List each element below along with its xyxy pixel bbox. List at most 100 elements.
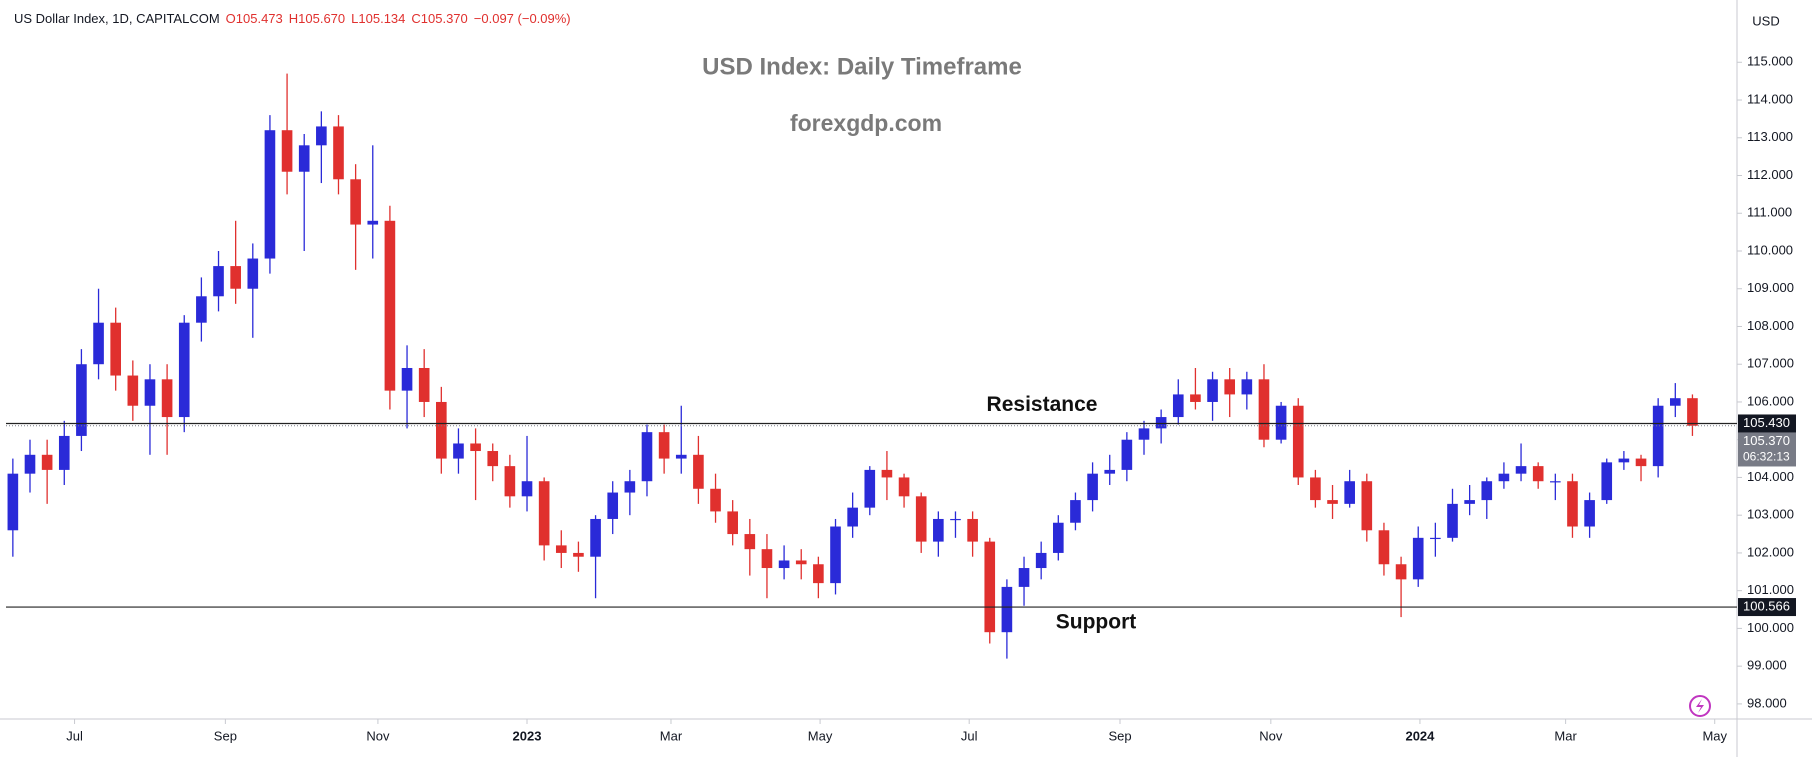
candle-body	[281, 130, 293, 172]
x-tick-label: Jul	[961, 728, 978, 743]
close: C105.370	[411, 11, 467, 26]
candle-body	[1412, 537, 1424, 580]
candle-body	[1584, 500, 1595, 527]
open: O105.473	[226, 11, 283, 26]
candle-body	[41, 454, 53, 470]
y-tick-label: 100.000	[1747, 620, 1794, 635]
candle-body	[607, 492, 619, 519]
candle-body	[1292, 405, 1304, 478]
candle-body	[967, 518, 978, 542]
header: US Dollar Index, 1D, CAPITALCOM O105.473 H…	[14, 11, 571, 26]
candle-body	[93, 322, 104, 365]
candle-body	[7, 473, 19, 531]
candle-body	[1395, 564, 1407, 580]
y-tick-label: 99.000	[1747, 658, 1787, 673]
chart-subtitle: forexgdp.com	[790, 110, 942, 136]
level-tag-label: 105.430	[1743, 415, 1790, 430]
candle-body	[418, 367, 430, 402]
candle-body	[521, 481, 533, 497]
level-tag	[1738, 414, 1796, 433]
candle-body	[984, 541, 996, 633]
candle-body	[1172, 394, 1184, 418]
candle-body	[350, 179, 361, 225]
candles	[7, 73, 1698, 659]
y-tick-label: 101.000	[1747, 582, 1794, 597]
candle-body	[178, 322, 190, 418]
candle-body	[1687, 398, 1698, 426]
x-tick-label: Jul	[66, 728, 83, 743]
candle-body	[1258, 379, 1270, 440]
candle-body	[744, 534, 756, 550]
candle-body	[573, 552, 584, 557]
candle-body	[384, 220, 396, 391]
low: L105.134	[351, 11, 405, 26]
y-tick-label: 110.000	[1747, 242, 1793, 257]
y-tick-label: 106.000	[1747, 393, 1794, 408]
level-name: Resistance	[987, 393, 1098, 416]
candle-body	[453, 443, 464, 459]
candle-body	[316, 126, 327, 146]
y-tick-label: 112.000	[1747, 167, 1793, 182]
candle-body	[1155, 417, 1167, 429]
candle-body	[1378, 530, 1390, 565]
candle-body	[1618, 458, 1630, 463]
candle-body	[590, 518, 601, 557]
candle-body	[1087, 473, 1098, 501]
candle-body	[727, 511, 738, 535]
candle-body	[1327, 500, 1338, 504]
level-name: Support	[1056, 611, 1136, 634]
candle-body	[470, 443, 481, 452]
logo	[1689, 695, 1711, 717]
candle-body	[1344, 481, 1355, 504]
x-tick-label: Sep	[1108, 728, 1131, 743]
y-tick-label: 109.000	[1747, 280, 1794, 295]
y-tick-label: 113.000	[1747, 129, 1793, 144]
y-tick-label: 111.000	[1747, 205, 1792, 220]
candle-body	[1035, 552, 1047, 569]
candle-body	[778, 560, 790, 569]
level-tag-label: 100.566	[1743, 598, 1790, 613]
y-tick-label: 102.000	[1747, 544, 1794, 559]
candle-body	[1601, 462, 1613, 501]
level-tag	[1738, 598, 1796, 617]
candle-body	[710, 488, 721, 512]
candle-body	[624, 481, 636, 493]
currency: USD	[1752, 13, 1779, 28]
candle-body	[1138, 428, 1150, 440]
candle-body	[1070, 500, 1081, 523]
candle-body	[1224, 379, 1236, 395]
candle-body	[1481, 481, 1493, 501]
candle-body	[213, 266, 224, 297]
candle-body	[933, 518, 944, 542]
y-tick-label: 104.000	[1747, 469, 1794, 484]
candle-body	[1532, 466, 1544, 482]
candle-body	[298, 145, 310, 172]
candle-body	[1430, 537, 1441, 540]
candle-body	[641, 432, 653, 482]
high: H105.670	[289, 11, 345, 26]
y-tick-label: 98.000	[1747, 695, 1787, 710]
candle-body	[1550, 481, 1561, 483]
x-tick-label: May	[1702, 728, 1727, 743]
candle-body	[915, 496, 927, 542]
candle-body	[24, 454, 36, 474]
candle-body	[1464, 500, 1475, 504]
candle-body	[658, 432, 670, 459]
candle-body	[333, 126, 344, 180]
candle-body	[144, 379, 156, 406]
symbol: US Dollar Index, 1D, CAPITALCOM	[14, 11, 220, 26]
candle-body	[487, 451, 499, 467]
candle-body	[76, 364, 87, 436]
candle-body	[675, 454, 687, 459]
candle-body	[761, 549, 773, 569]
candle-body	[1515, 466, 1527, 474]
candle-body	[830, 526, 841, 584]
candle-body	[1275, 405, 1287, 440]
candle-body	[264, 130, 276, 259]
candle-body	[367, 220, 379, 225]
candle-body	[1447, 503, 1458, 538]
change: −0.097 (−0.09%)	[474, 11, 571, 26]
candle-body	[950, 518, 961, 521]
